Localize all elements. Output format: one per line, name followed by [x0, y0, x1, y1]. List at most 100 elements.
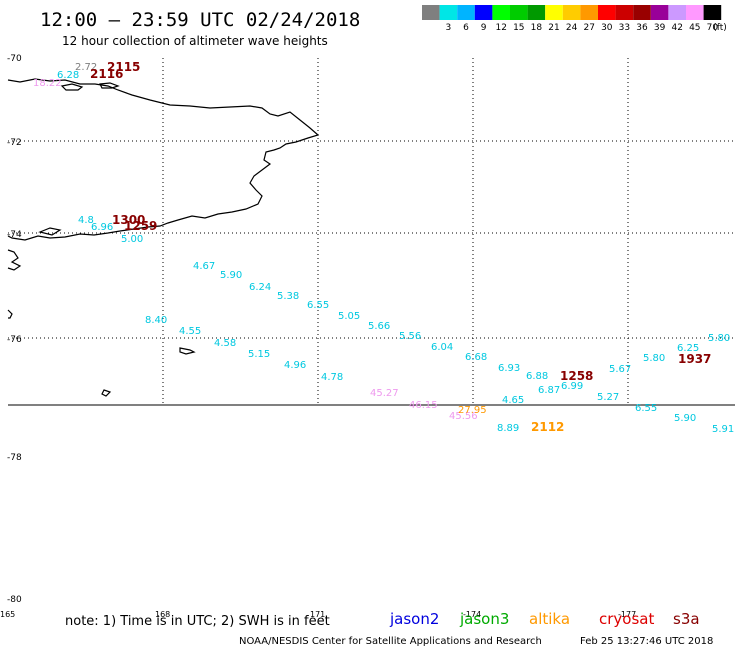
wave-height-label: 5.80: [643, 353, 665, 364]
satellite-jason2: jason2: [389, 610, 439, 628]
legend-tick-label: 30: [601, 23, 613, 33]
legend-swatch: [668, 5, 686, 20]
wave-height-label: 5.90: [220, 270, 242, 281]
wave-height-label: 6.99: [561, 381, 583, 392]
wave-height-label: 6.88: [526, 371, 548, 382]
lon-label: 171: [310, 610, 325, 619]
legend-tick-label: 70: [707, 23, 719, 33]
lon-label: 165: [0, 610, 15, 619]
lon-label: 168: [155, 610, 170, 619]
legend-swatch: [615, 5, 634, 20]
wave-height-label: 6.25: [677, 343, 699, 354]
legend-tick-label: 18: [531, 23, 543, 33]
wave-height-label: 4.8: [78, 215, 94, 226]
wave-height-label: 5.15: [248, 349, 270, 360]
legend-swatch: [650, 5, 669, 20]
wave-height-label: 5.56: [399, 331, 421, 342]
legend-swatch: [439, 5, 458, 20]
lat-label: -80: [7, 595, 22, 605]
island-outline: [101, 389, 112, 397]
legend-swatch: [545, 5, 563, 20]
coastline: [7, 78, 320, 397]
legend-tick-label: 42: [671, 23, 682, 33]
legend-tick-label: 15: [513, 23, 524, 33]
wave-height-label: 5.90: [674, 413, 696, 424]
legend-swatch: [474, 5, 493, 20]
time-label: 1259: [124, 219, 157, 233]
time-label: 2112: [531, 420, 564, 434]
wave-height-label: 2.72: [75, 62, 97, 73]
wave-height-label: 5.80: [708, 333, 730, 344]
legend-tick-label: 12: [495, 23, 506, 33]
satellite-cryosat: cryosat: [599, 610, 654, 628]
lat-label: -76: [7, 335, 22, 345]
time-label: 2115: [107, 60, 140, 74]
wave-height-label: 8.89: [497, 423, 519, 434]
wave-height-label: 27.95: [458, 405, 487, 416]
time-label: 2116: [90, 67, 123, 81]
wave-height-label: 6.55: [307, 300, 329, 311]
legend-tick-label: 36: [636, 23, 648, 33]
island-outline: [38, 227, 62, 236]
legend-unit: (ft): [713, 23, 727, 33]
legend-tick-label: 9: [481, 23, 487, 33]
wave-height-label: 45.27: [370, 388, 399, 399]
legend-swatch: [598, 5, 616, 20]
legend-tick-label: 21: [548, 23, 559, 33]
wave-height-label: 6.04: [431, 342, 453, 353]
lat-label: -72: [7, 138, 22, 148]
wave-height-label: 6.28: [57, 70, 79, 81]
wave-height-label: 6.87: [538, 385, 560, 396]
satellite-s3a: s3a: [673, 610, 700, 628]
wave-height-label: 5.05: [338, 311, 360, 322]
wave-height-labels: 2.72 6.28 18.22 2115 2116 4.8 6.96 1300 …: [33, 60, 734, 435]
legend-tick-label: 6: [463, 23, 469, 33]
wave-height-label: 6.96: [91, 222, 113, 233]
map-subtitle: 12 hour collection of altimeter wave hei…: [62, 34, 328, 48]
wave-height-label: 46.15: [409, 400, 438, 411]
wave-height-label: 6.93: [498, 363, 520, 374]
legend-tick-label: 3: [446, 23, 452, 33]
wave-height-label: 6.68: [465, 352, 487, 363]
wave-height-label: 4.65: [502, 395, 524, 406]
generation-timestamp: Feb 25 13:27:46 UTC 2018: [580, 636, 713, 647]
satellite-legend: jason2 jason3 altika cryosat s3a: [389, 610, 700, 628]
wave-height-label: 4.55: [179, 326, 201, 337]
lat-label: -70: [7, 54, 22, 64]
lat-label: -74: [7, 230, 22, 240]
legend-swatch: [703, 5, 722, 20]
color-legend: 3 6 9 12 15 18 21 24 27 30 33 36 39 42 45 70(ft): [422, 5, 727, 33]
legend-tick-label: 45: [689, 23, 700, 33]
wave-height-label: 4.67: [193, 261, 215, 272]
legend-swatch: [492, 5, 510, 20]
wave-height-label: 6.24: [249, 282, 271, 293]
time-label: 1258: [560, 369, 593, 383]
island-outline: [179, 347, 196, 355]
wave-height-label: 5.27: [597, 392, 619, 403]
legend-swatch: [686, 5, 704, 20]
legend-tick-label: 33: [619, 23, 630, 33]
wave-height-label: 5.66: [368, 321, 390, 332]
legend-swatch: [633, 5, 651, 20]
legend-swatch: [562, 5, 581, 20]
map-title: 12:00 — 23:59 UTC 02/24/2018: [40, 9, 360, 31]
legend-swatch: [580, 5, 598, 20]
credit-line: NOAA/NESDIS Center for Satellite Applica…: [239, 636, 542, 647]
lat-grid: [8, 140, 735, 339]
wave-height-label: 5.38: [277, 291, 299, 302]
time-label: 1937: [678, 352, 711, 366]
legend-tick-label: 24: [566, 23, 578, 33]
lon-label: -177: [618, 610, 636, 619]
wave-height-label: 5.91: [712, 424, 734, 435]
wave-height-label: 8.40: [145, 315, 167, 326]
wave-height-label: 4.96: [284, 360, 306, 371]
legend-swatch: [422, 5, 440, 20]
island-outline: [60, 83, 84, 91]
legend-swatch: [510, 5, 528, 20]
lon-grid: [162, 58, 629, 405]
lat-label: -78: [7, 453, 22, 463]
satellite-altika: altika: [529, 610, 570, 628]
wave-height-label: 5.67: [609, 364, 631, 375]
satellite-jason3: jason3: [459, 610, 509, 628]
wave-height-label: 4.78: [321, 372, 343, 383]
